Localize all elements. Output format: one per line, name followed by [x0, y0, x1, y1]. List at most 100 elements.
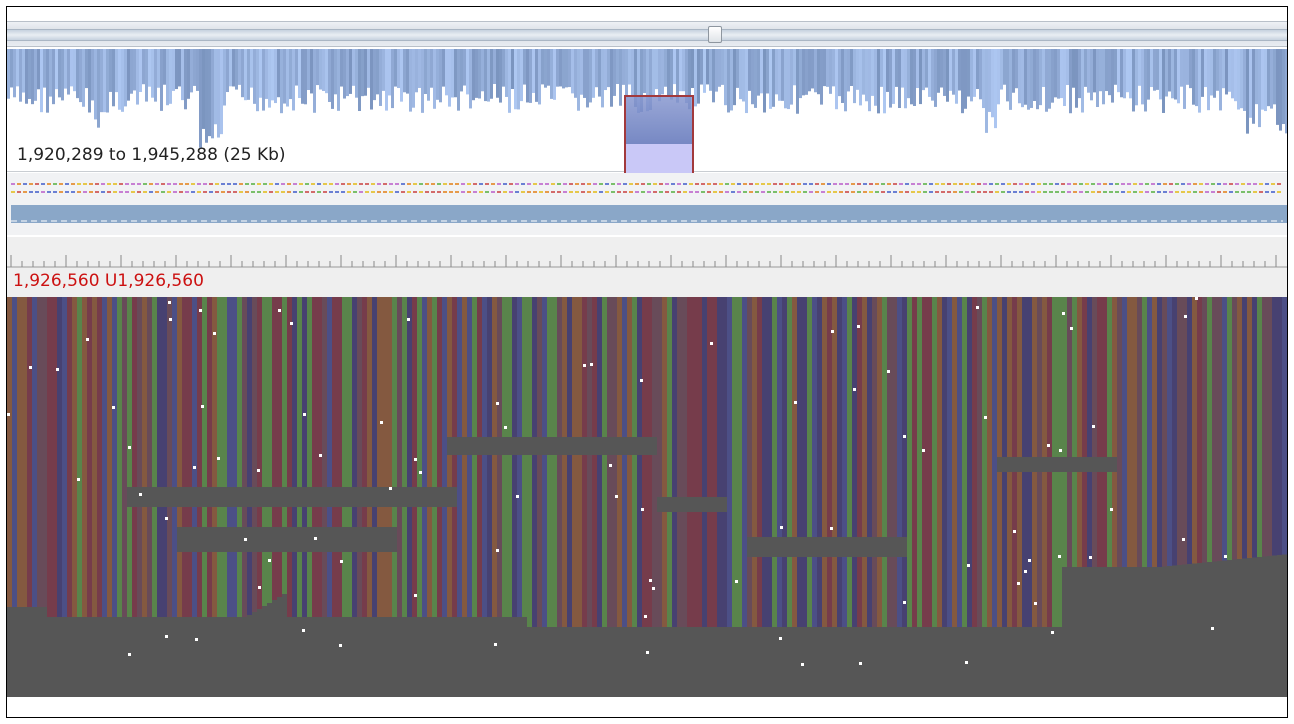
- annotation-feature: [149, 183, 153, 185]
- coverage-bar: [1096, 49, 1099, 108]
- coverage-bar: [931, 49, 934, 101]
- annotation-feature: [365, 191, 369, 193]
- read-column: [1162, 297, 1167, 567]
- snp-marker: [244, 538, 247, 541]
- annotation-feature: [605, 183, 609, 185]
- read-column: [722, 297, 727, 637]
- coverage-overview-track[interactable]: 1,920,289 to 1,945,288 (25 Kb): [7, 49, 1287, 210]
- coverage-bar: [490, 49, 493, 99]
- annotation-feature: [485, 183, 489, 185]
- coverage-bar: [916, 49, 919, 89]
- coverage-bar: [1285, 49, 1287, 134]
- annotation-feature: [575, 183, 579, 185]
- read-alignment-pileup[interactable]: [7, 297, 1287, 697]
- coverage-bar: [70, 49, 73, 87]
- coverage-bar: [352, 49, 355, 86]
- coverage-bar: [484, 49, 487, 102]
- annotation-feature: [185, 183, 189, 185]
- coverage-bar: [49, 49, 52, 97]
- read-column: [762, 297, 767, 637]
- coverage-bar: [1177, 49, 1180, 104]
- coverage-bar: [64, 49, 67, 89]
- snp-marker: [1092, 425, 1095, 428]
- coverage-bar: [448, 49, 451, 107]
- coverage-bar: [697, 49, 700, 104]
- coverage-bar: [421, 49, 424, 113]
- read-column: [177, 297, 182, 657]
- coverage-bar: [412, 49, 415, 108]
- annotation-feature: [485, 191, 489, 193]
- annotation-feature: [1055, 183, 1059, 185]
- scrollbar-thumb-icon[interactable]: [708, 26, 722, 43]
- read-column: [1127, 297, 1132, 570]
- annotation-feature: [119, 191, 123, 193]
- coverage-bar: [1243, 49, 1246, 111]
- coverage-bar: [1123, 49, 1126, 99]
- coverage-bar: [871, 49, 874, 96]
- coverage-bar: [1048, 49, 1051, 109]
- annotation-feature: [449, 191, 453, 193]
- coverage-bar: [766, 49, 769, 94]
- horizontal-scrollbar[interactable]: [7, 21, 1287, 47]
- coverage-bar: [760, 49, 763, 94]
- coverage-bar: [604, 49, 607, 91]
- annotation-feature: [653, 183, 657, 185]
- coverage-bar: [1132, 49, 1135, 112]
- annotation-feature: [1205, 191, 1209, 193]
- annotation-feature: [509, 183, 513, 185]
- position-ruler[interactable]: 1,926,560 U1,926,560: [7, 237, 1287, 298]
- coverage-bar: [898, 49, 901, 108]
- annotation-feature: [953, 183, 957, 185]
- coverage-bar: [1276, 49, 1279, 125]
- annotation-feature: [161, 191, 165, 193]
- coverage-bar: [496, 49, 499, 98]
- coverage-bar: [511, 49, 514, 90]
- annotation-feature: [233, 183, 237, 185]
- coverage-bar: [196, 49, 199, 91]
- coverage-bar: [1003, 49, 1006, 85]
- read-column: [667, 297, 672, 637]
- annotation-feature: [611, 183, 615, 185]
- snp-marker: [1211, 627, 1214, 630]
- coverage-bar: [613, 49, 616, 96]
- coverage-bar: [1159, 49, 1162, 100]
- read-column: [517, 297, 522, 687]
- annotation-feature: [779, 183, 783, 185]
- snp-marker: [922, 449, 925, 452]
- coverage-bar: [25, 49, 28, 104]
- annotation-feature: [1079, 183, 1083, 185]
- coverage-bar: [1090, 49, 1093, 101]
- annotation-feature: [263, 191, 267, 193]
- annotation-feature: [77, 183, 81, 185]
- coverage-bar: [601, 49, 604, 108]
- coverage-bar: [529, 49, 532, 103]
- read-column: [272, 297, 277, 600]
- read-column: [192, 297, 197, 648]
- snp-marker: [794, 401, 797, 404]
- annotation-feature: [539, 191, 543, 193]
- coverage-bar: [1042, 49, 1045, 87]
- annotation-feature: [467, 191, 471, 193]
- annotation-feature: [1031, 191, 1035, 193]
- snp-marker: [1184, 315, 1187, 318]
- read-column: [1227, 297, 1232, 560]
- read-column: [1167, 297, 1172, 566]
- annotation-feature: [647, 183, 651, 185]
- annotation-feature: [923, 191, 927, 193]
- annotation-feature: [623, 183, 627, 185]
- coverage-bar: [184, 49, 187, 110]
- scrollbar-track[interactable]: [7, 29, 1287, 41]
- coverage-bar: [694, 49, 697, 107]
- read-column: [957, 297, 962, 637]
- annotation-feature: [311, 183, 315, 185]
- annotation-feature: [173, 183, 177, 185]
- annotation-feature: [371, 183, 375, 185]
- annotation-feature: [713, 191, 717, 193]
- coverage-bar: [808, 49, 811, 92]
- coverage-bar: [406, 49, 409, 94]
- coverage-bar: [868, 49, 871, 112]
- read-column: [632, 297, 637, 637]
- annotation-feature: [857, 191, 861, 193]
- coverage-bar: [442, 49, 445, 87]
- coverage-bar: [169, 49, 172, 104]
